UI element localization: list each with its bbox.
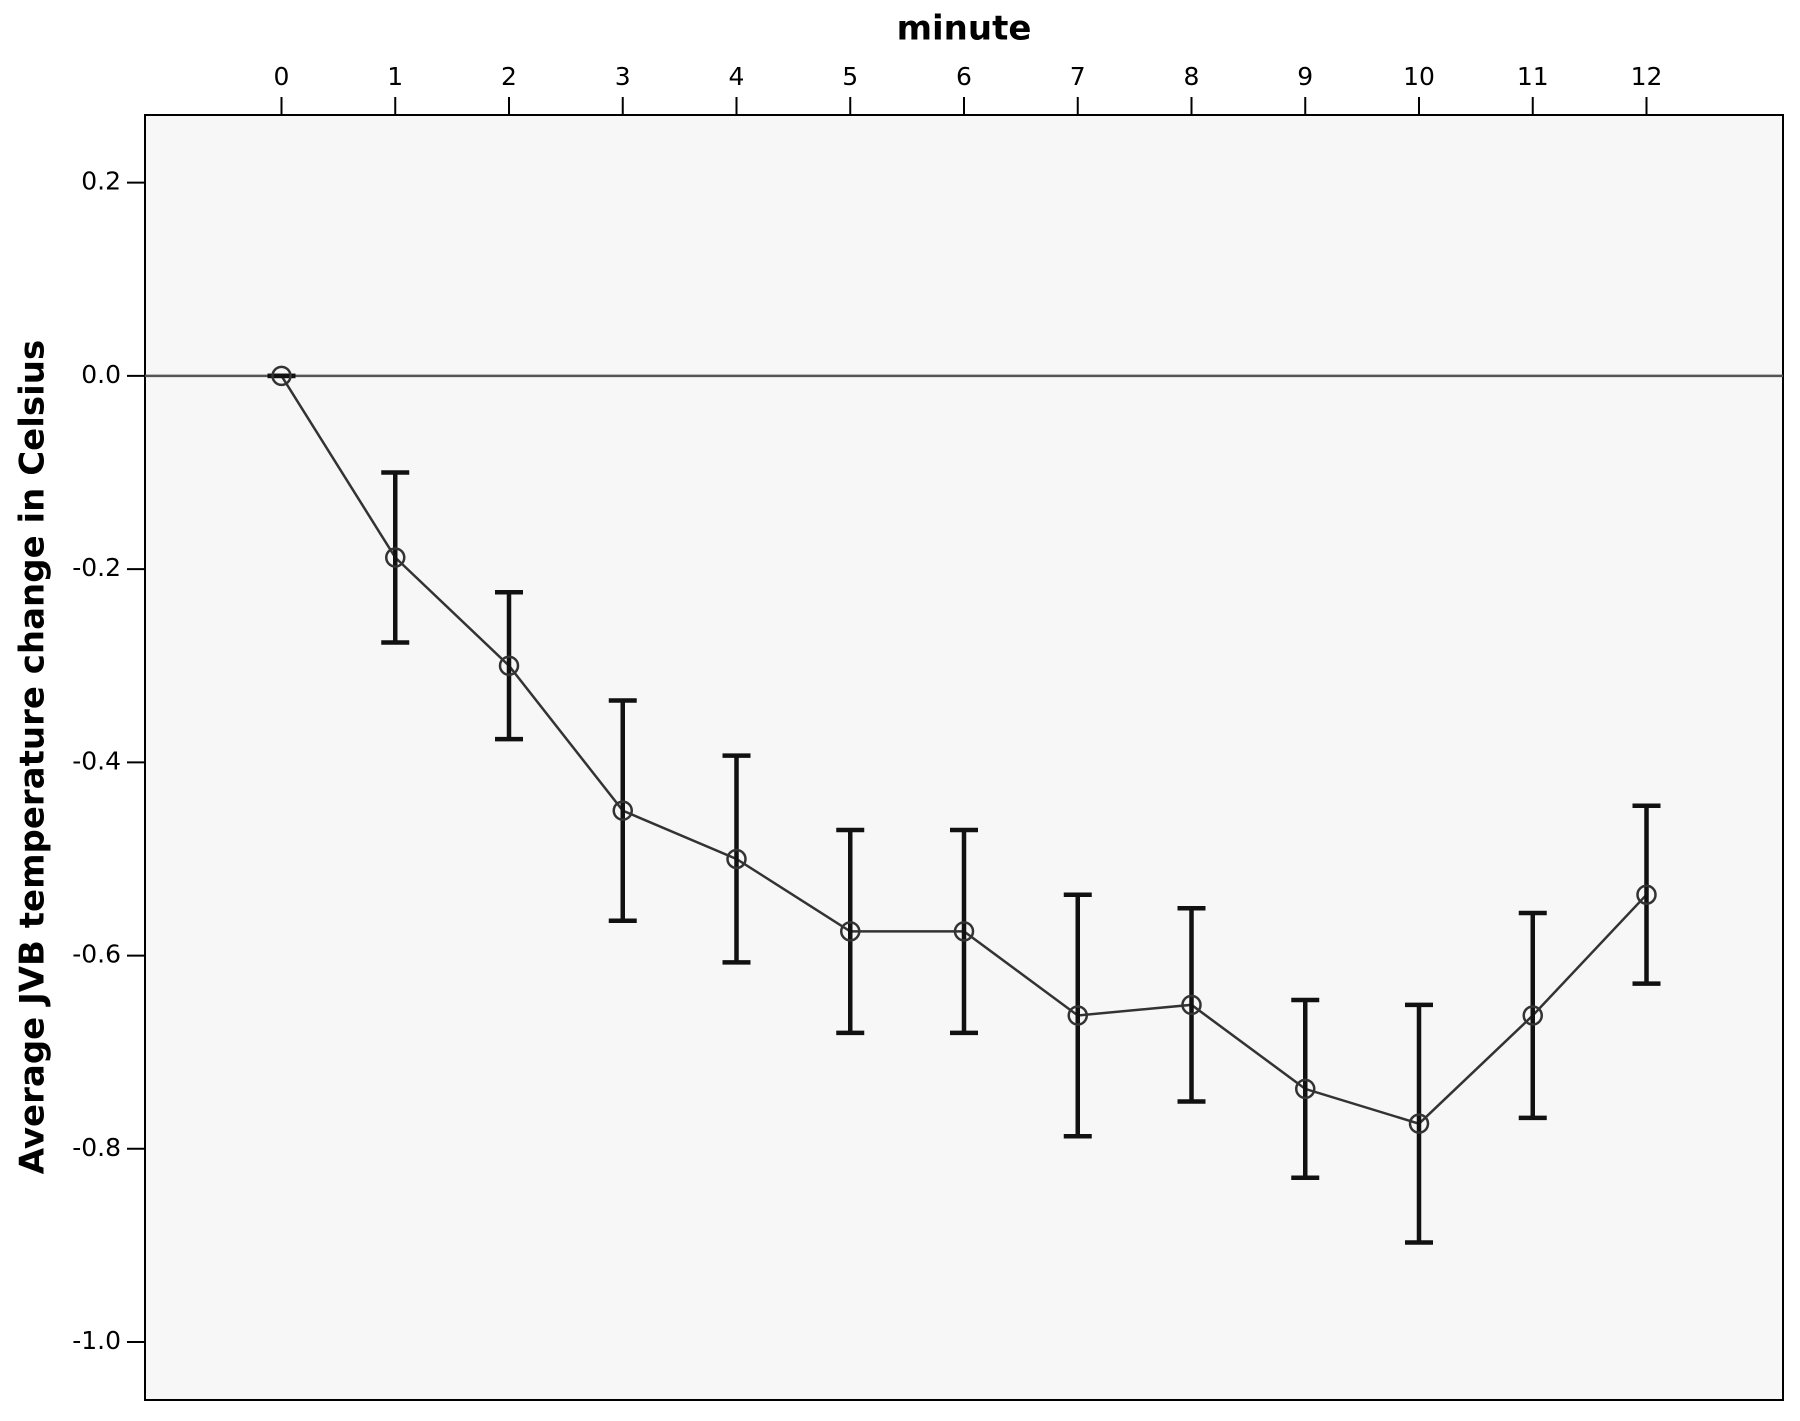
- y-tick-label: -1.0: [72, 1326, 121, 1355]
- y-tick-label: -0.6: [72, 940, 121, 969]
- x-tick-label: 3: [615, 62, 631, 91]
- y-tick-label: -0.4: [72, 746, 121, 775]
- x-tick-label: 6: [956, 62, 972, 91]
- y-axis-title: Average JVB temperature change in Celsiu…: [13, 340, 53, 1174]
- data-point: [726, 848, 747, 870]
- x-tick-label: 11: [1517, 62, 1549, 91]
- x-tick-label: 8: [1184, 62, 1200, 91]
- data-point: [1522, 1005, 1543, 1026]
- x-tick-label: 12: [1631, 62, 1663, 91]
- x-tick-label: 1: [387, 62, 403, 91]
- data-point: [840, 921, 861, 942]
- data-point: [612, 800, 633, 821]
- data-point: [953, 921, 975, 942]
- y-tick-label: -0.8: [72, 1133, 121, 1162]
- x-tick-label: 10: [1403, 62, 1435, 91]
- data-point: [1408, 1113, 1430, 1134]
- x-tick-label: 9: [1297, 62, 1313, 91]
- plot-area: [144, 114, 1784, 1401]
- y-tick-label: 0.0: [81, 360, 121, 389]
- data-point: [385, 547, 406, 568]
- data-point: [1636, 884, 1657, 905]
- data-point: [498, 655, 520, 676]
- x-tick-label: 5: [842, 62, 858, 91]
- data-point: [1067, 1005, 1088, 1026]
- data-point: [1181, 994, 1202, 1016]
- x-tick-label: 0: [274, 62, 290, 91]
- data-point: [271, 365, 292, 387]
- x-tick-label: 2: [501, 62, 517, 91]
- y-tick-label: -0.2: [72, 553, 121, 582]
- x-tick-label: 4: [729, 62, 745, 91]
- data-point: [1295, 1078, 1316, 1100]
- y-tick-label: 0.2: [81, 167, 121, 196]
- x-axis-title: minute: [897, 9, 1032, 49]
- x-tick-label: 7: [1070, 62, 1086, 91]
